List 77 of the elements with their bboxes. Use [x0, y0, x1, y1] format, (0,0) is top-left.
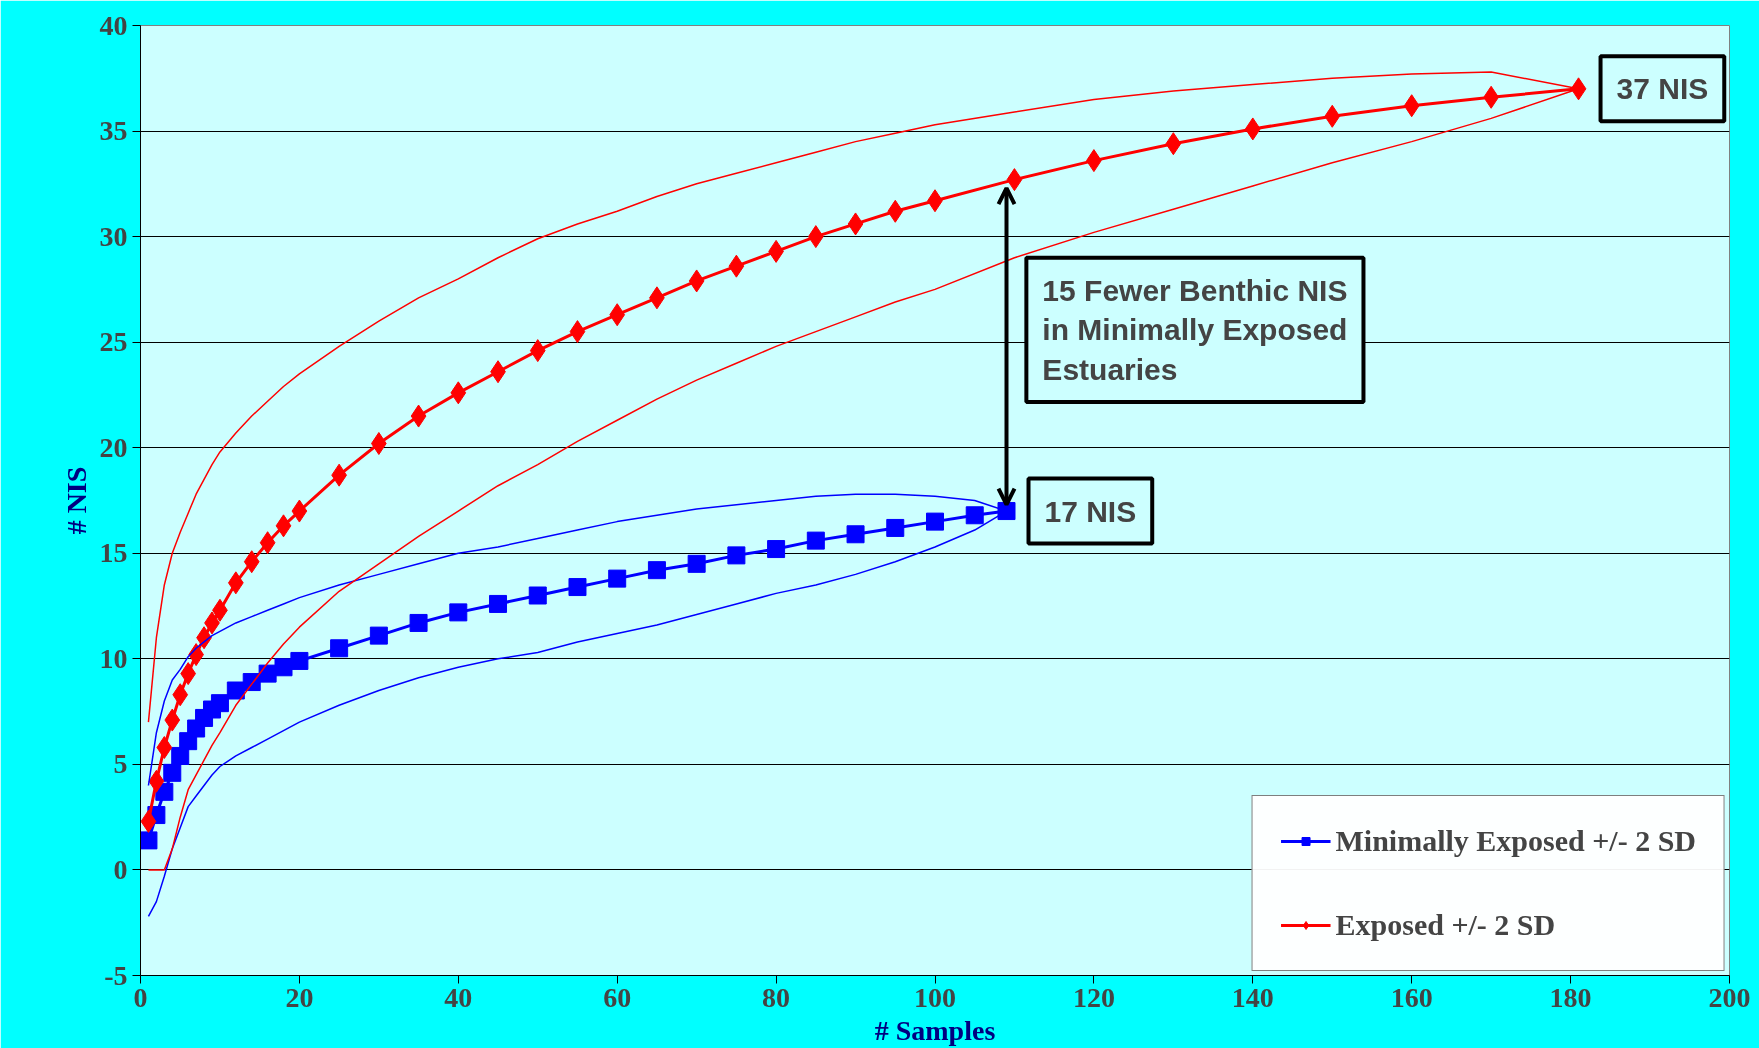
point — [226, 681, 245, 700]
y-tick-label: 40 — [99, 9, 128, 41]
y-tick-label: -5 — [104, 959, 128, 991]
annotation: 37 NIS — [1616, 72, 1709, 106]
y-tick-label: 30 — [99, 220, 128, 252]
point — [1324, 104, 1341, 128]
point — [275, 514, 292, 538]
point — [172, 683, 189, 707]
legend-label: Exposed +/- 2 SD — [1335, 908, 1556, 942]
legend-label: Minimally Exposed +/- 2 SD — [1335, 824, 1696, 858]
y-tick-label: 5 — [113, 748, 128, 780]
point — [609, 303, 626, 327]
x-tick-label: 20 — [285, 981, 314, 1013]
point — [965, 506, 984, 525]
point — [164, 708, 181, 732]
y-tick-label: 25 — [99, 326, 128, 358]
point — [156, 736, 173, 759]
point — [688, 269, 705, 293]
point — [767, 540, 786, 559]
x-axis-title: # Samples — [874, 1014, 996, 1046]
point — [1165, 132, 1182, 156]
x-tick-label: 200 — [1708, 981, 1751, 1013]
point — [410, 404, 427, 428]
point — [886, 518, 905, 537]
point — [274, 658, 293, 677]
point — [140, 831, 158, 850]
x-tick-label: 180 — [1549, 981, 1592, 1013]
point — [489, 594, 508, 613]
annotation: 17 NIS — [1044, 494, 1137, 528]
point — [647, 561, 666, 580]
point — [846, 525, 865, 544]
x-tick-label: 40 — [444, 981, 473, 1013]
point — [148, 769, 165, 793]
point — [529, 339, 546, 363]
point — [243, 550, 260, 574]
point — [727, 546, 746, 565]
point — [291, 499, 308, 523]
point — [997, 502, 1016, 521]
point — [687, 554, 706, 573]
x-tick-label: 140 — [1231, 981, 1274, 1013]
point — [210, 694, 229, 713]
point — [140, 809, 157, 833]
x-tick-label: 60 — [603, 981, 632, 1013]
y-tick-label: 10 — [99, 642, 128, 674]
point — [728, 254, 745, 278]
point — [1244, 117, 1261, 141]
point — [847, 212, 864, 236]
point — [1006, 168, 1023, 192]
point — [807, 225, 824, 249]
y-tick-label: 35 — [99, 115, 128, 147]
point — [926, 512, 944, 531]
y-tick-label: 0 — [113, 853, 128, 885]
x-tick-label: 160 — [1390, 981, 1433, 1013]
point — [163, 763, 182, 782]
point — [449, 603, 468, 622]
point — [330, 639, 349, 658]
point — [409, 613, 428, 632]
y-axis-title: # NIS — [60, 466, 92, 535]
x-tick-label: 80 — [762, 981, 791, 1013]
annotation: 15 Fewer Benthic NIS in Minimally Exposed Estuaries — [1042, 273, 1348, 386]
point — [569, 320, 586, 344]
point — [608, 569, 627, 588]
point — [806, 531, 825, 550]
point — [450, 381, 467, 405]
point — [1570, 77, 1587, 101]
point — [259, 531, 276, 555]
point — [528, 586, 547, 605]
point — [290, 651, 309, 670]
x-tick-label: 100 — [914, 981, 956, 1013]
point — [568, 578, 587, 597]
point — [369, 626, 388, 645]
point — [887, 199, 904, 223]
point — [1403, 94, 1420, 118]
y-tick-label: 15 — [99, 537, 128, 569]
y-tick-label: 20 — [99, 431, 128, 463]
x-tick-label: 120 — [1072, 981, 1115, 1013]
x-tick-label: 0 — [133, 981, 148, 1013]
